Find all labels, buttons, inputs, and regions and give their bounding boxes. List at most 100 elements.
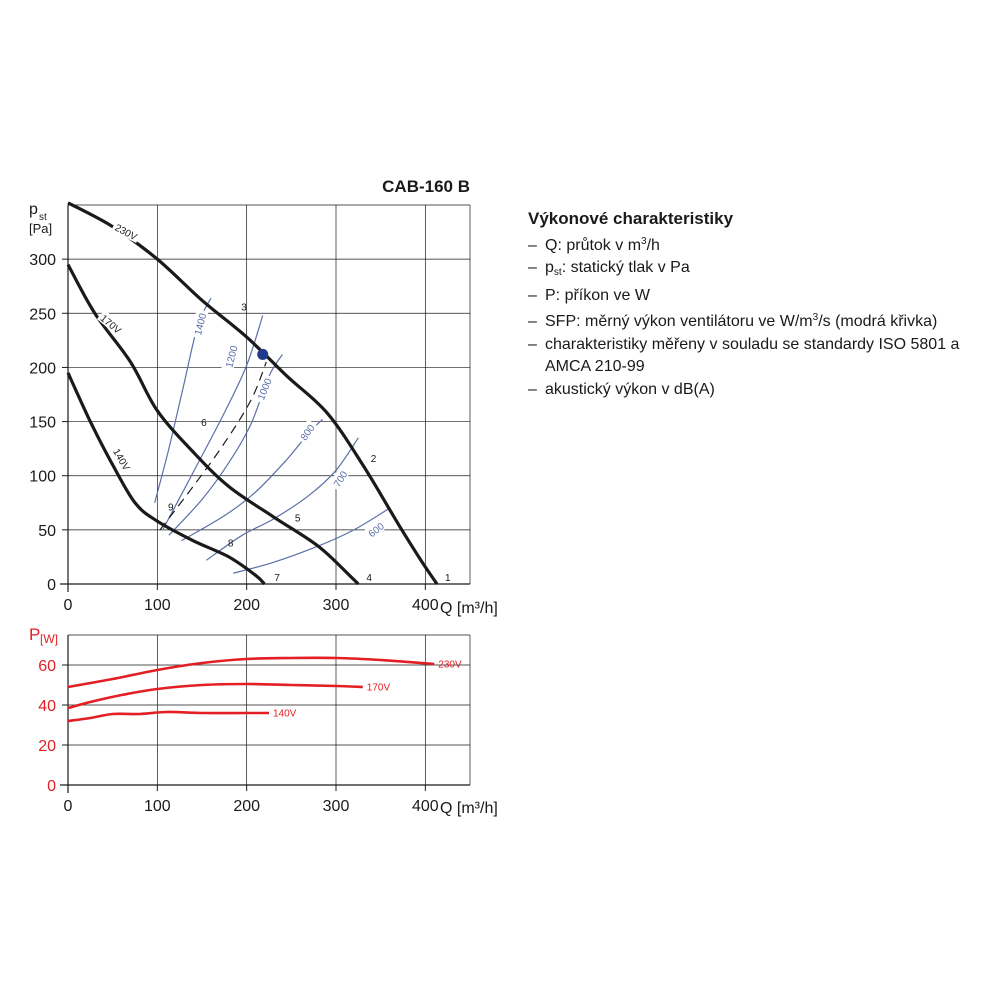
y-tick-label: 60 <box>38 658 56 675</box>
legend-dash: – <box>528 236 537 254</box>
legend-item-pressure: – pst: statický tlak v Pa <box>528 257 988 285</box>
x-tick-label: 400 <box>412 597 439 614</box>
sfp-label-group: 600 <box>363 517 388 541</box>
sfp-label-background <box>190 308 209 339</box>
power-curve-230V <box>67 656 435 689</box>
legend-item-flow: – Q: průtok v m3/h <box>528 231 988 258</box>
legend-heading: Výkonové charakteristiky <box>528 209 734 228</box>
sfp-curve-700 <box>206 437 359 561</box>
legend-text: akustický výkon v dB(A) <box>545 380 715 398</box>
sfp-dashed-line <box>159 361 267 531</box>
sfp-label: 1400 <box>193 312 209 337</box>
fan-curve-170V <box>66 263 360 586</box>
fan-curve-label: 230V <box>113 223 139 244</box>
point-number-label: 9 <box>168 503 174 514</box>
y-tick-label: 300 <box>29 252 56 269</box>
curve-label-background <box>110 443 135 475</box>
sfp-curve-1000 <box>168 354 283 536</box>
point-number-label: 5 <box>295 513 301 524</box>
x-tick-label: 200 <box>233 597 260 614</box>
sfp-label-background <box>363 517 388 541</box>
power-curve-label: 170V <box>367 683 391 694</box>
point-number-label: 7 <box>274 573 280 584</box>
pressure-chart: 0 100 200 300 400 0 50 100 150 200 250 300 CAB-160 B… <box>29 177 498 617</box>
y-tick-label: 150 <box>29 415 56 432</box>
legend-subscript: st <box>553 267 562 278</box>
sfp-label-group: 800 <box>295 419 318 445</box>
power-curve-170V <box>67 682 363 710</box>
legend-item-acoustic: – akustický výkon v dB(A) <box>528 379 988 402</box>
sfp-label-group: 700 <box>328 465 351 491</box>
legend-dash: – <box>528 313 537 330</box>
y-axis-label: P <box>29 625 40 644</box>
y-tick-label: 50 <box>38 523 56 540</box>
y-tick-label: 0 <box>47 577 56 594</box>
sfp-label-background <box>221 341 240 372</box>
sfp-label-background <box>328 465 351 491</box>
legend-text: Q: průtok v m <box>545 236 642 254</box>
x-tick-label: 0 <box>64 597 73 614</box>
point-number-label: 3 <box>241 302 247 313</box>
x-axis-label: Q [m³/h] <box>440 600 498 617</box>
point-number-label: 2 <box>371 454 377 465</box>
operating-point-marker <box>257 348 269 360</box>
x-tick-label: 0 <box>64 798 73 815</box>
power-curve-140V <box>67 710 269 723</box>
legend-text: charakteristiky měřeny v souladu se stan… <box>545 335 960 376</box>
legend-text: SFP: měrný výkon ventilátoru ve W/m <box>545 313 813 330</box>
legend-text: p <box>545 259 554 276</box>
legend-dash: – <box>528 335 537 353</box>
y-tick-label: 200 <box>29 360 56 377</box>
sfp-label: 1200 <box>224 344 240 369</box>
power-curve-label: 140V <box>273 709 297 720</box>
x-axis-label: Q [m³/h] <box>440 800 498 817</box>
y-axis-unit: [W] <box>40 632 58 646</box>
x-tick-label: 200 <box>233 798 260 815</box>
legend-item-power: – P: příkon ve W <box>528 285 988 308</box>
legend-superscript: 3 <box>812 312 819 323</box>
fan-curve-140V <box>66 372 266 586</box>
legend-panel: Výkonové charakteristiky – Q: průtok v m3… <box>528 208 988 401</box>
curve-label-background <box>111 219 142 244</box>
y-tick-label: 20 <box>38 738 56 755</box>
point-number-label: 8 <box>228 538 234 549</box>
fan-curve-label-group: 230V <box>111 219 142 244</box>
y-axis-label-subscript: st <box>39 212 47 223</box>
fan-curve-label-group: 140V <box>110 443 135 475</box>
curve-label-background <box>96 309 127 337</box>
legend-dash: – <box>528 380 537 398</box>
legend-item-sfp: – SFP: měrný výkon ventilátoru ve W/m3/s … <box>528 307 988 334</box>
y-tick-label: 250 <box>29 306 56 323</box>
x-tick-label: 100 <box>144 798 171 815</box>
legend-superscript: 3 <box>641 235 647 247</box>
y-axis-unit: [Pa] <box>29 221 52 236</box>
fan-curve-230V <box>67 201 439 585</box>
sfp-label-group: 1400 <box>190 308 209 339</box>
point-number-label: 6 <box>201 418 207 429</box>
point-number-label: 4 <box>366 573 372 584</box>
x-tick-label: 300 <box>323 798 350 815</box>
legend-text: P: příkon ve W <box>545 286 650 304</box>
y-tick-label: 40 <box>38 698 56 715</box>
x-tick-label: 100 <box>144 597 171 614</box>
sfp-label-background <box>252 373 275 404</box>
legend-text: /h <box>646 236 660 254</box>
y-tick-label: 0 <box>47 778 56 795</box>
power-chart: 0 100 200 300 400 0 20 40 60 P [W] Q [m³/h] 230V 170V… <box>29 625 498 817</box>
y-axis-label: p <box>29 201 38 218</box>
legend-dash: – <box>528 286 537 304</box>
sfp-label-background <box>295 419 318 445</box>
sfp-label: 1000 <box>256 377 275 402</box>
x-tick-label: 300 <box>323 597 350 614</box>
legend-text: : statický tlak v Pa <box>561 259 690 276</box>
sfp-label-group: 1200 <box>221 341 241 372</box>
legend-item-standards: – charakteristiky měřeny v souladu se sta… <box>528 334 988 379</box>
y-tick-label: 100 <box>29 469 56 486</box>
chart-title: CAB-160 B <box>382 177 470 196</box>
x-tick-label: 400 <box>412 798 439 815</box>
sfp-curve-1200 <box>162 315 264 531</box>
power-curve-label: 230V <box>438 660 462 671</box>
legend-text: /s (modrá křivka) <box>818 313 938 330</box>
point-number-label: 1 <box>445 573 451 584</box>
